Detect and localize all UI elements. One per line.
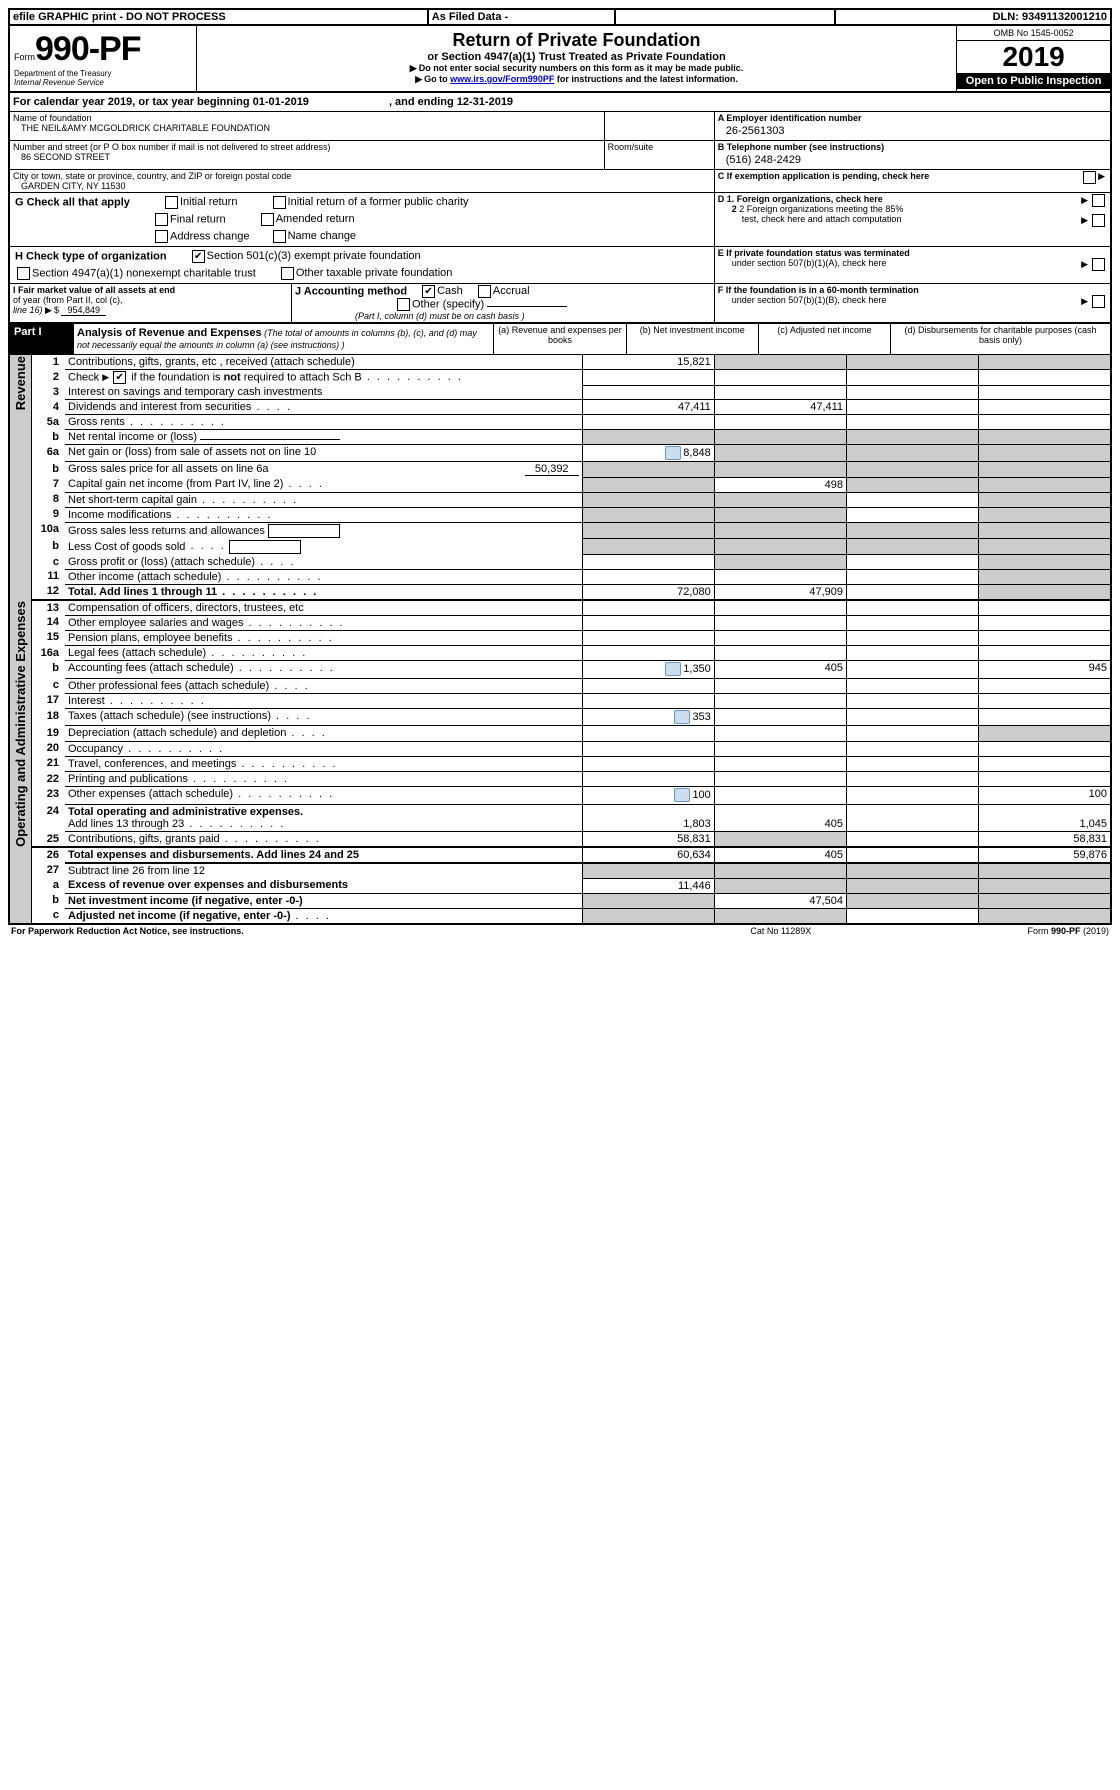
identity-block: Name of foundation THE NEIL&AMY MCGOLDRI… — [8, 112, 1112, 193]
row-12: 12Total. Add lines 1 through 1172,08047,… — [9, 584, 1111, 600]
row-7: 7Capital gain net income (from Part IV, … — [9, 477, 1111, 492]
row-13: Operating and Administrative Expenses 13… — [9, 600, 1111, 616]
col-c: (c) Adjusted net income — [758, 324, 890, 355]
page-footer: For Paperwork Reduction Act Notice, see … — [8, 925, 1112, 937]
row-6b: bGross sales price for all assets on lin… — [9, 462, 1111, 478]
tax-year: 2019 — [957, 41, 1110, 73]
row-11: 11Other income (attach schedule) — [9, 569, 1111, 584]
row-26: 26Total expenses and disbursements. Add … — [9, 847, 1111, 863]
part1-header: Part I Analysis of Revenue and Expenses … — [8, 324, 1112, 355]
row-16b: bAccounting fees (attach schedule)1,3504… — [9, 661, 1111, 678]
row-4: 4Dividends and interest from securities4… — [9, 400, 1111, 415]
row-5b: bNet rental income or (loss) — [9, 430, 1111, 445]
form-header: Form990-PF Department of the Treasury In… — [8, 26, 1112, 93]
row-10b: bLess Cost of goods sold — [9, 539, 1111, 555]
row-22: 22Printing and publications — [9, 772, 1111, 787]
row-3: 3Interest on savings and temporary cash … — [9, 385, 1111, 400]
row-24: 24Total operating and administrative exp… — [9, 804, 1111, 831]
city: GARDEN CITY, NY 11530 — [13, 181, 711, 191]
row-23: 23Other expenses (attach schedule)100100 — [9, 787, 1111, 804]
fmv: 954,849 — [61, 305, 106, 316]
col-d: (d) Disbursements for charitable purpose… — [891, 324, 1111, 355]
row-18: 18Taxes (attach schedule) (see instructi… — [9, 709, 1111, 726]
row-6a: 6aNet gain or (loss) from sale of assets… — [9, 445, 1111, 462]
street: 86 SECOND STREET — [13, 152, 601, 162]
c-checkbox[interactable] — [1083, 171, 1096, 184]
row-27b: bNet investment income (if negative, ent… — [9, 893, 1111, 908]
efile-notice: efile GRAPHIC print - DO NOT PROCESS — [9, 9, 428, 25]
part1-table: Revenue 1 Contributions, gifts, grants, … — [8, 355, 1112, 925]
open-public: Open to Public Inspection — [957, 73, 1110, 89]
topbar: efile GRAPHIC print - DO NOT PROCESS As … — [8, 8, 1112, 26]
row-19: 19Depreciation (attach schedule) and dep… — [9, 726, 1111, 741]
row-25: 25Contributions, gifts, grants paid58,83… — [9, 832, 1111, 848]
attach-icon[interactable] — [665, 662, 681, 676]
ein: 26-2561303 — [718, 123, 1107, 139]
row-27a: aExcess of revenue over expenses and dis… — [9, 878, 1111, 893]
row-2: 2 Check ✔ if the foundation is not requi… — [9, 370, 1111, 386]
attach-icon[interactable] — [674, 710, 690, 724]
row-9: 9Income modifications — [9, 507, 1111, 522]
row-27c: cAdjusted net income (if negative, enter… — [9, 908, 1111, 924]
revenue-sidelabel: Revenue — [13, 356, 28, 410]
row-14: 14Other employee salaries and wages — [9, 615, 1111, 630]
row-16c: cOther professional fees (attach schedul… — [9, 678, 1111, 693]
row-17: 17Interest — [9, 693, 1111, 708]
form-title: Return of Private Foundation — [201, 30, 952, 51]
col-b: (b) Net investment income — [626, 324, 758, 355]
row-8: 8Net short-term capital gain — [9, 492, 1111, 507]
row-16a: 16aLegal fees (attach schedule) — [9, 646, 1111, 661]
form-number: 990-PF — [35, 30, 141, 68]
dln: DLN: 93491132001210 — [835, 9, 1111, 25]
row-5a: 5aGross rents — [9, 415, 1111, 430]
row-10a: 10aGross sales less returns and allowanc… — [9, 522, 1111, 539]
attach-icon[interactable] — [674, 788, 690, 802]
attach-icon[interactable] — [665, 446, 681, 460]
as-filed: As Filed Data - — [428, 9, 615, 25]
phone: (516) 248-2429 — [718, 152, 1107, 168]
row-21: 21Travel, conferences, and meetings — [9, 756, 1111, 771]
irs-link[interactable]: www.irs.gov/Form990PF — [450, 74, 554, 84]
row-27: 27Subtract line 26 from line 12 — [9, 863, 1111, 878]
col-a: (a) Revenue and expenses per books — [494, 324, 626, 355]
row-1: Revenue 1 Contributions, gifts, grants, … — [9, 355, 1111, 370]
row-15: 15Pension plans, employee benefits — [9, 630, 1111, 645]
part1-badge: Part I — [10, 324, 74, 354]
expenses-sidelabel: Operating and Administrative Expenses — [13, 601, 28, 847]
check-blocks: G Check all that apply Initial return In… — [8, 193, 1112, 324]
foundation-name: THE NEIL&AMY MCGOLDRICK CHARITABLE FOUND… — [13, 123, 601, 133]
calendar-year-row: For calendar year 2019, or tax year begi… — [8, 93, 1112, 112]
omb: OMB No 1545-0052 — [957, 26, 1110, 41]
row-20: 20Occupancy — [9, 741, 1111, 756]
row-10c: cGross profit or (loss) (attach schedule… — [9, 555, 1111, 570]
